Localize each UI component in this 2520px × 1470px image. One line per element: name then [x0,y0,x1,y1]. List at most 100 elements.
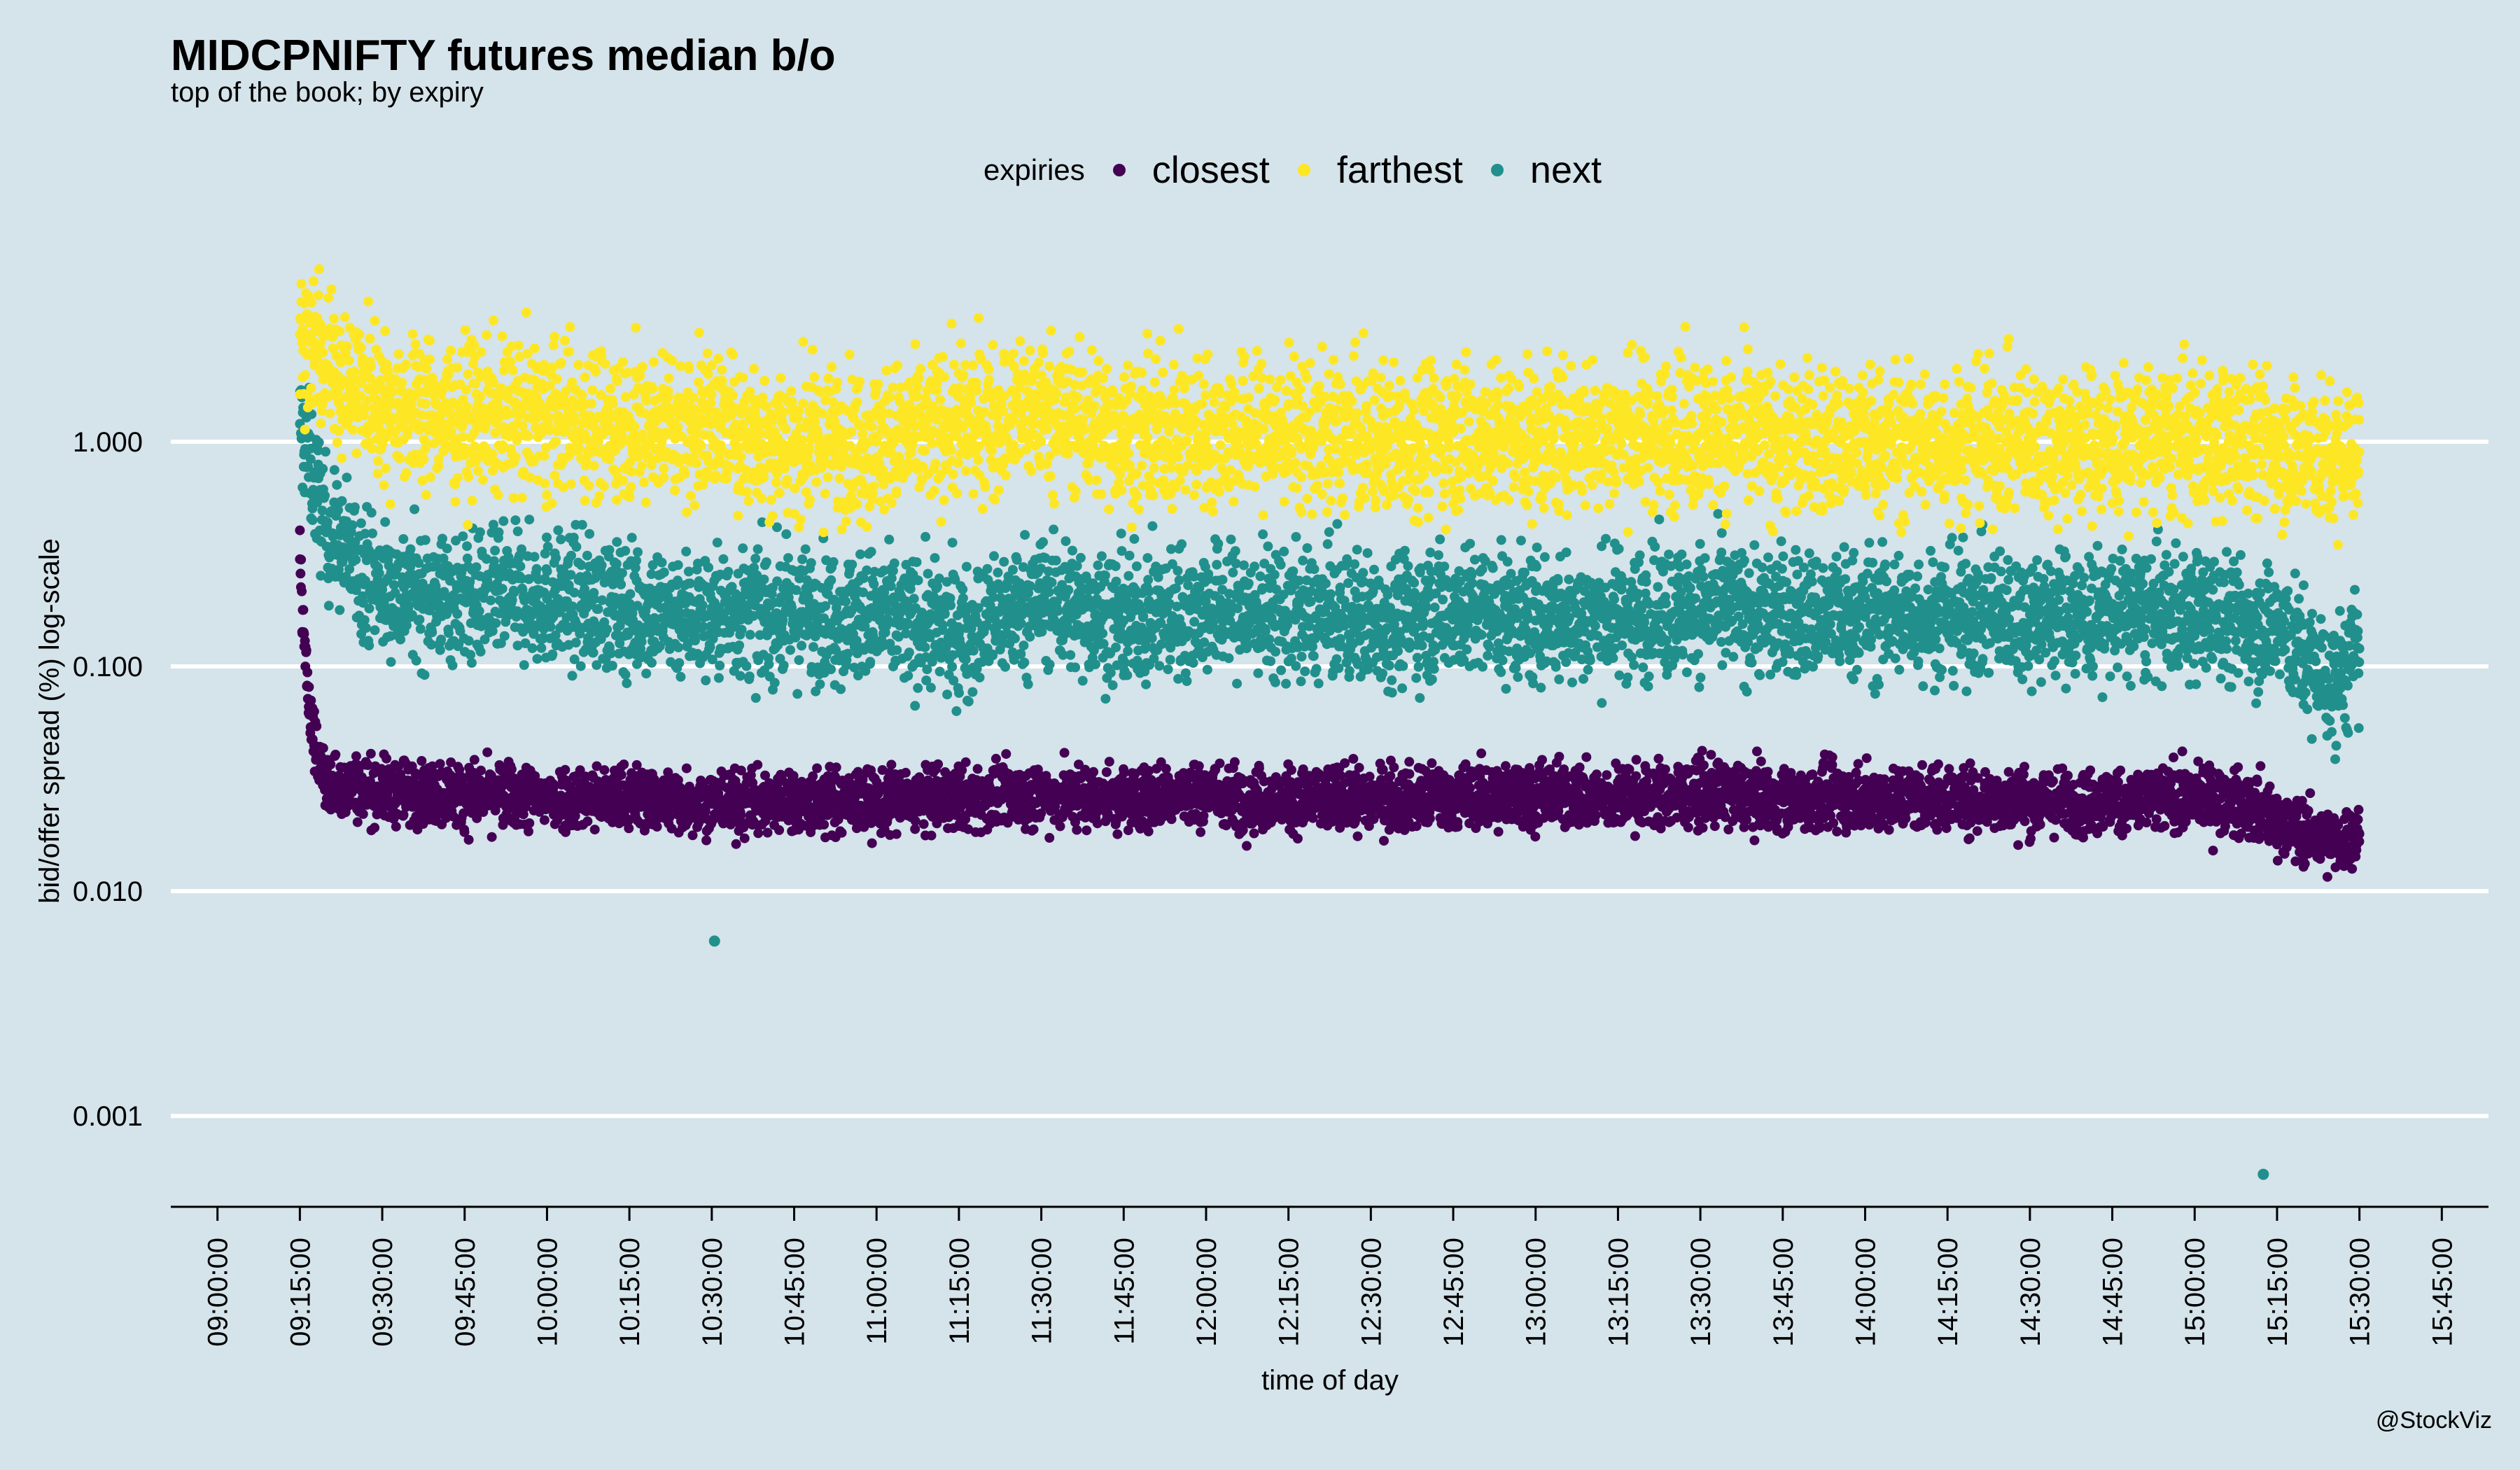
data-point-next [1496,535,1506,545]
data-point-next [1324,527,1334,538]
data-point-next [755,630,765,640]
data-point-next [466,658,477,668]
data-point-next [1791,545,1801,555]
data-point-next [2169,559,2180,569]
data-point-next [321,447,331,457]
data-point-next [520,638,531,648]
data-point-next [1926,545,1935,556]
data-point-next [1467,578,1478,589]
data-point-next [626,533,637,543]
data-point-next [1623,672,1633,682]
data-point-next [482,554,492,564]
data-point-next [509,587,519,597]
data-point-next [419,670,430,680]
data-point-next [1497,655,1508,666]
data-point-next [704,562,714,573]
data-point-next [566,550,576,561]
data-point-next [370,625,380,636]
data-point-next [1147,521,1158,531]
data-point-next [597,595,608,606]
data-point-next [806,558,816,568]
data-point-next [1291,661,1301,671]
data-point-next [1864,538,1875,548]
data-point-next [647,657,657,668]
data-point-next [923,568,933,579]
data-point-next [1098,628,1108,638]
data-point-next [588,648,598,658]
legend-label-next: next [1530,149,1602,191]
data-point-next [2191,679,2202,690]
data-point-next [982,564,993,574]
data-point-next [1713,509,1723,519]
data-point-next [1728,652,1739,662]
data-point-next [474,606,484,616]
data-point-next [829,594,839,605]
data-point-next [1874,680,1884,690]
data-point-next [851,636,862,646]
data-point-next [1298,555,1308,566]
data-point-next [764,659,774,670]
data-point-next [1763,552,1773,563]
data-point-next [542,532,552,542]
data-point-next [487,626,498,636]
data-point-next [1326,589,1336,599]
data-point-next [489,556,499,566]
data-point-next [1075,552,1086,563]
data-point-next [1889,585,1900,596]
data-point-next [517,544,526,554]
data-point-next [999,556,1009,567]
data-point-next [654,641,665,651]
chart-subtitle: top of the book; by expiry [171,77,484,108]
data-point-next [2138,578,2148,589]
data-point-next [2222,547,2232,557]
data-point-next [1840,574,1851,584]
data-point-next [1250,561,1260,572]
data-point-next [690,636,700,645]
data-point-next [491,618,501,629]
data-point-next [1502,556,1513,567]
data-point-next [550,630,561,640]
data-point-next [596,560,607,570]
data-point-next [1296,676,1306,687]
data-point-next [954,687,964,698]
data-point-next [1553,575,1563,586]
data-point-next [1387,675,1397,685]
data-point-next [1044,659,1055,670]
data-point-next [1226,534,1236,545]
data-point-next [1947,666,1958,676]
data-point-next [1438,594,1448,605]
data-point-next [1269,570,1280,580]
data-point-next [1439,561,1450,572]
data-point-next [2061,551,2071,561]
data-point-next [2189,659,2199,669]
legend-label-closest: closest [1152,149,1270,191]
data-point-next [2151,536,2162,547]
data-point-next [335,605,345,615]
data-point-next [2113,662,2123,673]
data-point-next [442,543,452,554]
data-point-next [1263,541,1273,552]
data-point-next [1397,683,1408,694]
data-point-next [958,593,968,603]
data-point-next [1685,583,1695,593]
data-point-next [1653,582,1663,592]
data-point-next [707,654,718,665]
data-point-next [888,566,898,576]
data-point-next [1986,573,1996,583]
data-point-next [1698,571,1709,582]
data-point-next [1060,536,1071,547]
data-point-next [2207,654,2218,664]
data-point-next [855,549,865,559]
data-point-next [1949,680,1959,691]
data-point-next [778,615,788,625]
data-point-next [616,580,626,589]
data-point-next [2253,687,2264,697]
data-point-next [1107,680,1118,690]
data-point-next [524,514,535,525]
data-point-next [612,537,622,547]
data-point-next [869,579,879,589]
data-point-next [934,666,945,677]
data-point-next [1937,664,1947,675]
data-point-next [785,645,795,655]
